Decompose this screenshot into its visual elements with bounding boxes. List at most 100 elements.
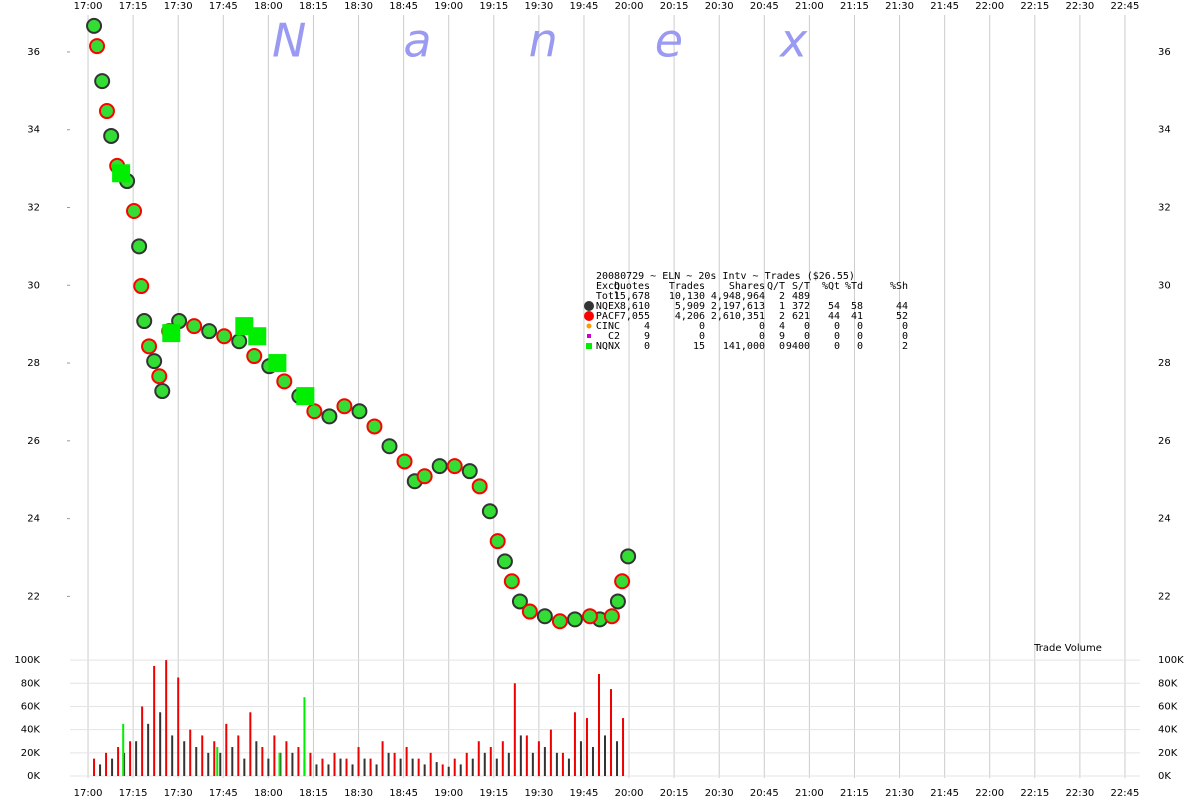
trade-marker [521,603,538,620]
legend-cell: 0 [834,331,840,342]
volume-bar [213,741,216,776]
volume-bar [561,752,564,776]
volume-bar [483,752,486,776]
volume-bar [591,747,594,776]
x-tick-label: 21:45 [930,788,959,799]
legend-cell: 4 [644,321,650,332]
y-tick-label: 28 [1158,358,1171,369]
volume-bar [297,747,300,776]
legend-cell: 9 [779,331,785,342]
x-tick-label: 20:00 [615,1,644,12]
volume-bar [471,758,474,776]
trade-marker [131,238,148,255]
legend-cell: 621 [792,311,810,322]
x-tick-label: 22:00 [975,788,1004,799]
trade-marker [126,203,143,219]
legend-cell: 44 [896,301,908,312]
trade-marker [416,468,433,485]
legend-cell: 0 [834,321,840,332]
legend-cell: 0 [759,321,765,332]
volume-bar [105,752,108,776]
volume-bar [171,735,174,776]
volume-bar [567,758,570,776]
legend-header: Shares [729,281,765,292]
volume-bar [525,735,528,776]
legend-marker [584,311,594,321]
volume-bar [159,712,162,776]
legend-cell: 372 [792,301,810,312]
volume-bar [585,718,588,776]
x-tick-label: 20:00 [615,788,644,799]
legend-label: PACF [596,311,620,322]
volume-bar [549,729,552,776]
x-tick-label: 21:15 [840,788,869,799]
x-tick-label: 19:30 [524,788,553,799]
trade-marker [381,438,398,455]
volume-bar [435,762,438,776]
legend-cell: 2 [779,291,785,302]
volume-bar [249,712,252,776]
x-tick-label: 18:15 [299,1,328,12]
legend-cell: 4,948,964 [711,291,765,302]
trade-marker [461,463,478,480]
volume-bar [177,677,180,776]
trade-marker [248,327,267,346]
volume-bar [327,764,330,776]
volume-bar [255,741,258,776]
volume-bar [309,752,312,776]
volume-bar [604,735,606,776]
legend-cell: 54 [828,301,840,312]
plot [86,17,637,776]
x-tick-label: 18:00 [254,1,283,12]
legend-cell: 0 [699,321,705,332]
x-tick-label: 22:15 [1020,788,1049,799]
grid [67,15,1140,778]
trade-marker [431,458,448,475]
volume-bar [339,758,342,776]
legend-cell: 0 [857,331,863,342]
x-tick-label: 20:15 [660,1,689,12]
volume-bar [513,683,516,776]
trade-marker [146,353,163,370]
x-tick-label: 21:00 [795,788,824,799]
x-tick-label: 18:30 [344,1,373,12]
trade-marker [321,408,338,425]
volume-bar [543,747,546,776]
legend-cell: 58 [851,301,863,312]
x-tick-label: 19:15 [479,788,508,799]
volume-bar [225,723,228,776]
y-tick-label: 24 [27,514,40,525]
legend-cell: 2,610,351 [711,311,765,322]
y-tick-label: 20K [21,748,41,759]
legend-label: CINC [596,321,620,332]
trade-marker [246,348,263,365]
y-tick-label: 30 [1158,280,1171,291]
volume-bar [267,758,270,776]
trade-marker [471,478,488,495]
y-tick-label: 26 [27,436,40,447]
legend-cell: 2 [902,341,908,352]
x-tick-label: 22:30 [1065,788,1094,799]
x-tick-label: 17:30 [164,1,193,12]
volume-bar [243,758,246,776]
y-tick-label: 22 [27,591,40,602]
volume-bar [99,764,102,776]
x-tick-label: 18:30 [344,788,373,799]
legend-cell: 9 [644,331,650,342]
trade-marker [581,608,598,625]
legend-header: Exch [596,281,620,292]
volume-bar [231,747,234,776]
volume-bar [393,752,396,776]
y-tick-label: 0K [27,771,40,782]
x-tick-label: 18:45 [389,1,418,12]
x-tick-label: 19:00 [434,1,463,12]
volume-bar [183,741,186,776]
volume-bar [381,741,384,776]
x-tick-label: 22:00 [975,1,1004,12]
trade-marker [231,333,248,350]
trade-marker [609,593,626,610]
volume-bar [237,735,240,776]
volume-bar [219,752,222,776]
legend-cell: 15 [693,341,705,352]
